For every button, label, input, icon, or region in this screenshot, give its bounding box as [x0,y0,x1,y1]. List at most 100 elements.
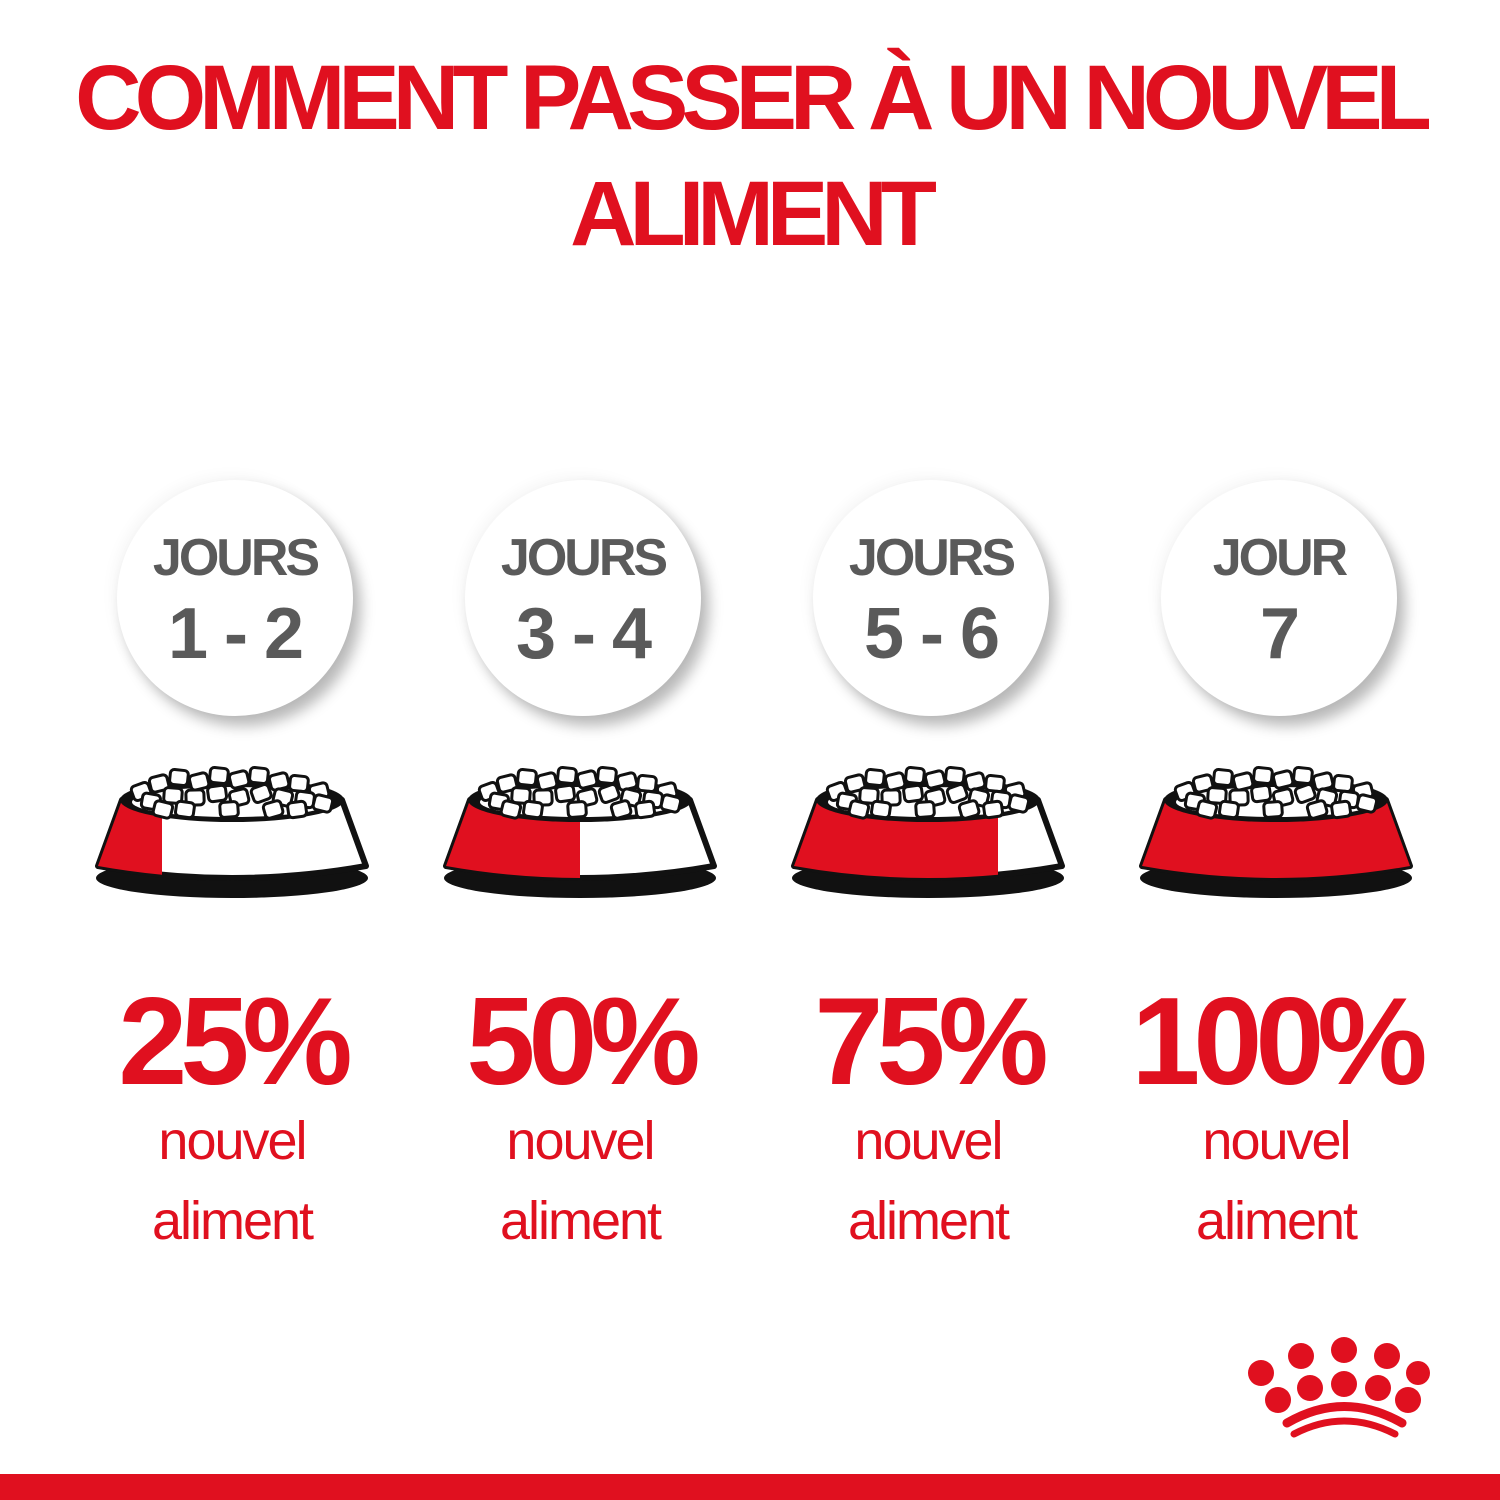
footer-bar [0,1474,1500,1500]
page-title-line2: ALIMENT [570,163,937,265]
days-range: 7 [1259,594,1300,674]
days-range: 1 - 2 [167,594,304,674]
days-range: 5 - 6 [863,594,1000,674]
kibble [1007,793,1031,814]
kibble [261,799,285,820]
kibble [609,799,633,820]
kibble [923,769,947,790]
kibble [869,799,892,820]
kibble [208,765,230,786]
kibble [521,799,544,820]
kibble [904,765,926,786]
caption-line2: aliment [151,1191,314,1251]
new-food-portion [1142,800,1410,878]
kibble [1330,799,1353,820]
kibble [206,783,229,804]
step-column: JOUR 7 100% nouvel aliment [1106,480,1446,1280]
step-column: JOURS 3 - 4 50% nouvel aliment [410,480,750,1280]
kibble [636,773,658,794]
kibble [147,773,171,794]
kibble [535,771,559,792]
days-label: JOUR [1212,529,1348,587]
food-bowl-icon [443,765,717,898]
kibble [945,782,969,804]
kibble [1305,799,1329,820]
kibble [162,786,184,805]
caption-line2: aliment [1195,1191,1358,1251]
days-range: 3 - 4 [515,594,652,674]
kibble [1292,765,1314,786]
kibble [596,765,618,786]
caption-line1: nouvel [506,1111,655,1171]
kibble [858,786,880,805]
kibble [168,767,190,788]
kibble [227,769,251,790]
kibble [1252,765,1274,786]
kibble [883,771,907,792]
kibble [1231,771,1255,792]
days-label: JOURS [500,529,668,587]
day-badge: JOURS 5 - 6 [813,480,1049,716]
kibble [1355,793,1379,814]
kibble [286,799,309,820]
day-badge: JOURS 1 - 2 [117,480,353,716]
caption-line2: aliment [499,1191,662,1251]
kibble [847,799,871,820]
kibble [1332,773,1354,794]
kibble [311,793,335,814]
kibble [556,765,578,786]
kibble [659,793,683,814]
kibble [944,765,966,786]
kibble [249,782,273,804]
kibble [1271,769,1295,790]
kibble [218,800,240,819]
kibble [1195,799,1219,820]
kibble [187,771,211,792]
percent-value: 75% [814,973,1048,1111]
kibble [864,767,886,788]
new-food-portion [98,800,162,875]
royal-canin-crown-logo [1248,1337,1430,1438]
kibble [982,799,1005,820]
kibble [510,786,532,805]
kibble [1191,773,1215,794]
percent-value: 25% [118,973,352,1111]
kibble [554,783,577,804]
days-label: JOURS [848,529,1016,587]
page-title-line1: COMMENT PASSER À UN NOUVEL [75,47,1432,149]
day-badge: JOUR 7 [1161,480,1397,716]
days-label: JOURS [152,529,320,587]
kibble [597,782,621,804]
kibble [1206,786,1228,805]
kibble [173,799,196,820]
caption-line2: aliment [847,1191,1010,1251]
kibble [288,773,310,794]
kibble [1212,767,1234,788]
kibble [575,769,599,790]
caption-line1: nouvel [158,1111,307,1171]
kibble [495,773,519,794]
kibble [984,773,1006,794]
step-column: JOURS 5 - 6 75% nouvel aliment [758,480,1098,1280]
food-bowl-icon [791,765,1065,898]
caption-line1: nouvel [854,1111,1003,1171]
kibble [499,799,523,820]
kibble [516,767,538,788]
kibble [1293,782,1317,804]
percent-value: 50% [466,973,700,1111]
food-bowl-icon [1139,765,1413,898]
kibble [1217,799,1240,820]
kibble [1250,783,1273,804]
kibble [843,773,867,794]
kibble [902,783,925,804]
kibble [957,799,981,820]
kibble [634,799,657,820]
kibble [151,799,175,820]
kibble [566,800,588,819]
percent-value: 100% [1131,973,1427,1111]
kibble [1262,800,1284,819]
step-column: JOURS 1 - 2 25% nouvel aliment [62,480,402,1280]
kibble [248,765,270,786]
caption-line1: nouvel [1202,1111,1351,1171]
day-badge: JOURS 3 - 4 [465,480,701,716]
